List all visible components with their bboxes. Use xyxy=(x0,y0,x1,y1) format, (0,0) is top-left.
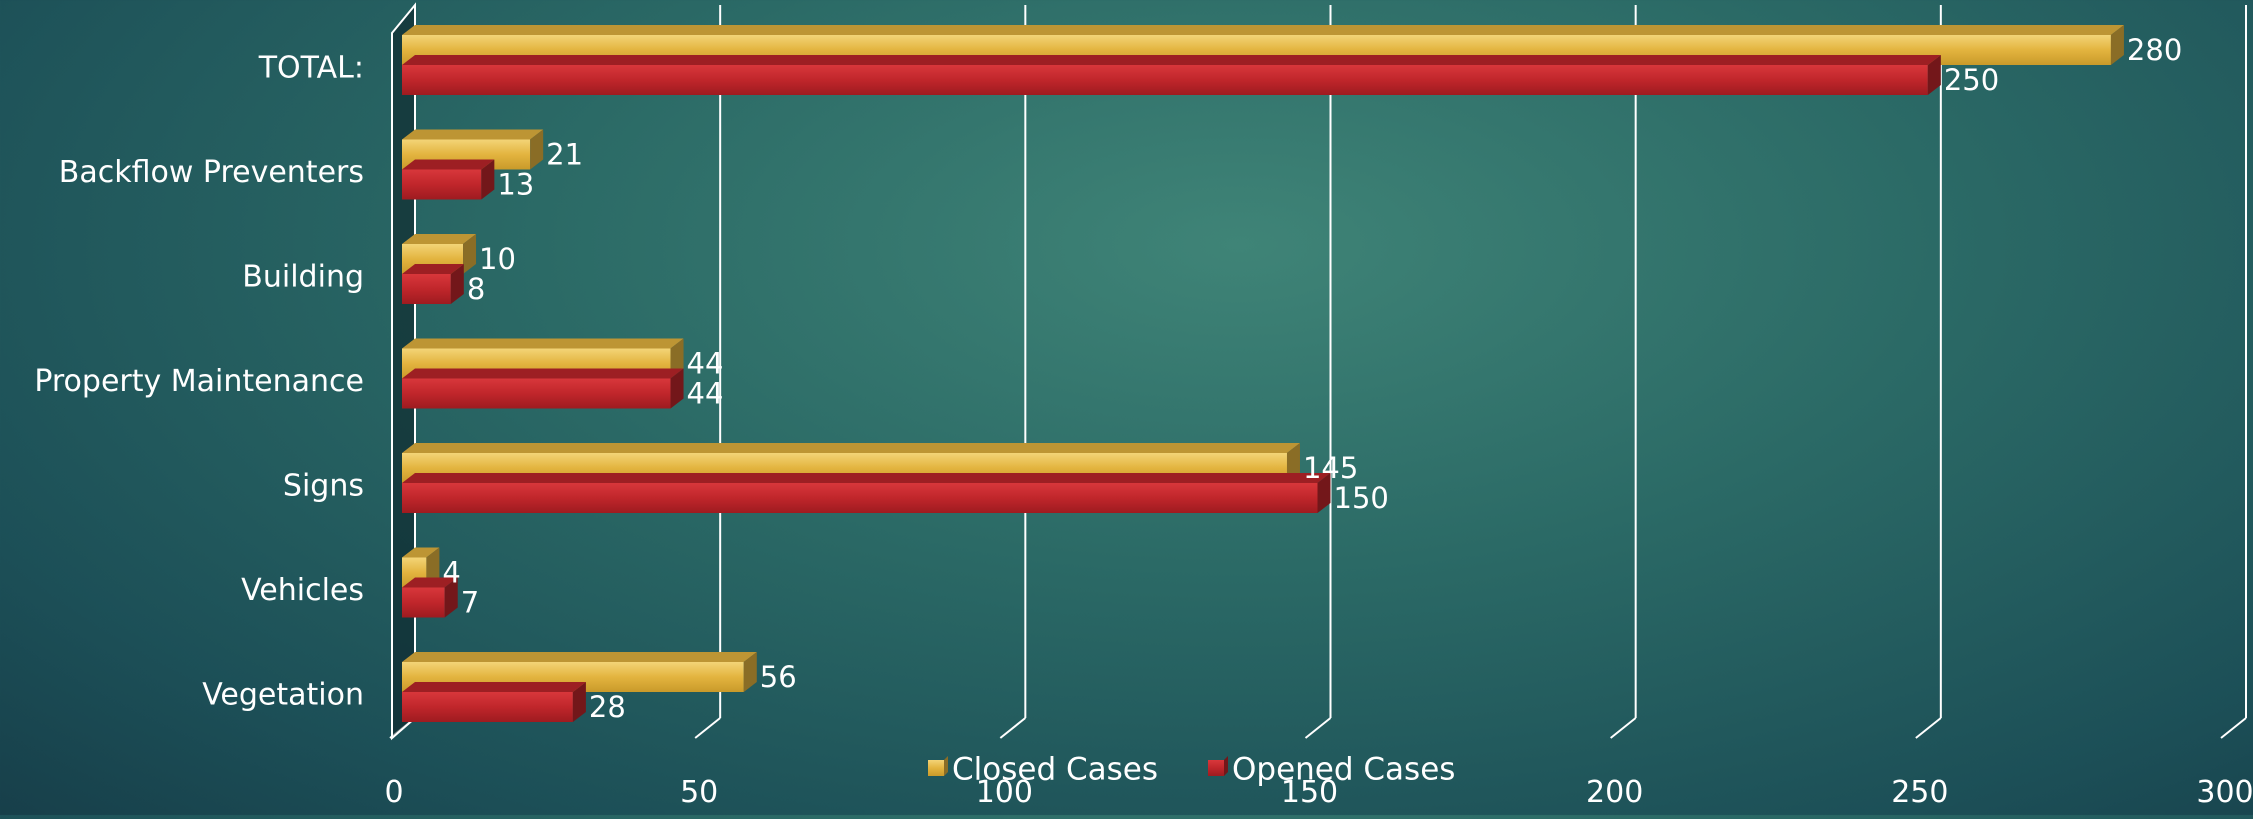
bar-top-face xyxy=(402,547,440,558)
data-label: 21 xyxy=(546,138,583,172)
data-label: 44 xyxy=(687,377,724,411)
bar-side-face xyxy=(743,652,757,692)
bar-top-face xyxy=(402,129,544,140)
gridline-floor-2 xyxy=(999,717,1026,739)
category-label: Property Maintenance xyxy=(34,364,364,399)
data-label: 10 xyxy=(479,242,516,276)
gridline-floor-4 xyxy=(1610,717,1637,739)
bar-top-face xyxy=(402,443,1300,453)
x-tick-label: 300 xyxy=(2196,775,2253,810)
data-label: 7 xyxy=(461,586,479,620)
bar-opened xyxy=(402,692,573,722)
bar-top-face xyxy=(402,55,1941,65)
bar-side-face xyxy=(481,159,495,200)
bar-side-face xyxy=(530,129,544,170)
legend-swatch-side xyxy=(944,756,948,776)
bar-top-face xyxy=(402,682,586,692)
x-tick-label: 150 xyxy=(1281,775,1338,810)
data-label: 44 xyxy=(687,347,724,381)
bar-side-face xyxy=(572,682,586,722)
category-label: Signs xyxy=(283,469,364,504)
bar-side-face xyxy=(2110,25,2124,65)
data-label: 28 xyxy=(589,690,626,724)
data-label: 8 xyxy=(467,272,485,306)
bar-top-face xyxy=(402,473,1331,483)
data-label: 145 xyxy=(1303,451,1358,485)
bar-top-face xyxy=(402,652,757,662)
data-label: 56 xyxy=(760,660,797,694)
bar-side-face xyxy=(1927,55,1941,95)
gridline-floor-6 xyxy=(2220,717,2247,739)
data-label: 4 xyxy=(442,556,460,590)
bar-opened xyxy=(402,169,482,200)
data-label: 280 xyxy=(2127,33,2182,67)
category-label: Vehicles xyxy=(241,573,364,608)
legend-label-opened: Opened Cases xyxy=(1232,752,1455,788)
category-label: Vegetation xyxy=(202,678,364,713)
category-label: Building xyxy=(242,260,364,295)
x-tick-label: 200 xyxy=(1586,775,1643,810)
bar-top-face xyxy=(402,338,684,349)
gridline-floor-1 xyxy=(694,717,721,739)
data-label: 250 xyxy=(1944,63,1999,97)
bar-opened xyxy=(402,587,445,618)
bar-opened xyxy=(402,378,671,409)
legend-swatch-opened xyxy=(1208,760,1224,776)
bar-top-face xyxy=(402,25,2124,35)
legend-swatch-closed xyxy=(928,760,944,776)
bar-side-face xyxy=(450,264,464,304)
bar-top-face xyxy=(402,234,477,244)
legend-label-closed: Closed Cases xyxy=(952,752,1158,788)
gridline-floor-5 xyxy=(1915,717,1942,739)
bar-top-face xyxy=(402,264,464,274)
x-tick-label: 50 xyxy=(680,775,718,810)
bar-top-face xyxy=(402,577,458,588)
bar-opened xyxy=(402,483,1318,513)
bar-side-face xyxy=(463,234,477,274)
bar-side-face xyxy=(670,368,684,409)
bar-opened xyxy=(402,274,451,304)
x-tick-label: 100 xyxy=(976,775,1033,810)
category-label: TOTAL: xyxy=(258,51,364,86)
bar-top-face xyxy=(402,159,495,170)
category-label: Backflow Preventers xyxy=(59,155,364,190)
data-label: 150 xyxy=(1334,481,1389,515)
gridline-floor-3 xyxy=(1304,717,1332,739)
x-tick-label: 0 xyxy=(384,775,403,810)
bar-side-face xyxy=(1317,473,1331,513)
data-label: 13 xyxy=(497,168,534,202)
bar-top-face xyxy=(402,368,684,379)
legend-swatch-side xyxy=(1224,756,1228,776)
x-tick-label: 250 xyxy=(1891,775,1948,810)
bar-opened xyxy=(402,65,1928,95)
bar-side-face xyxy=(444,577,458,618)
